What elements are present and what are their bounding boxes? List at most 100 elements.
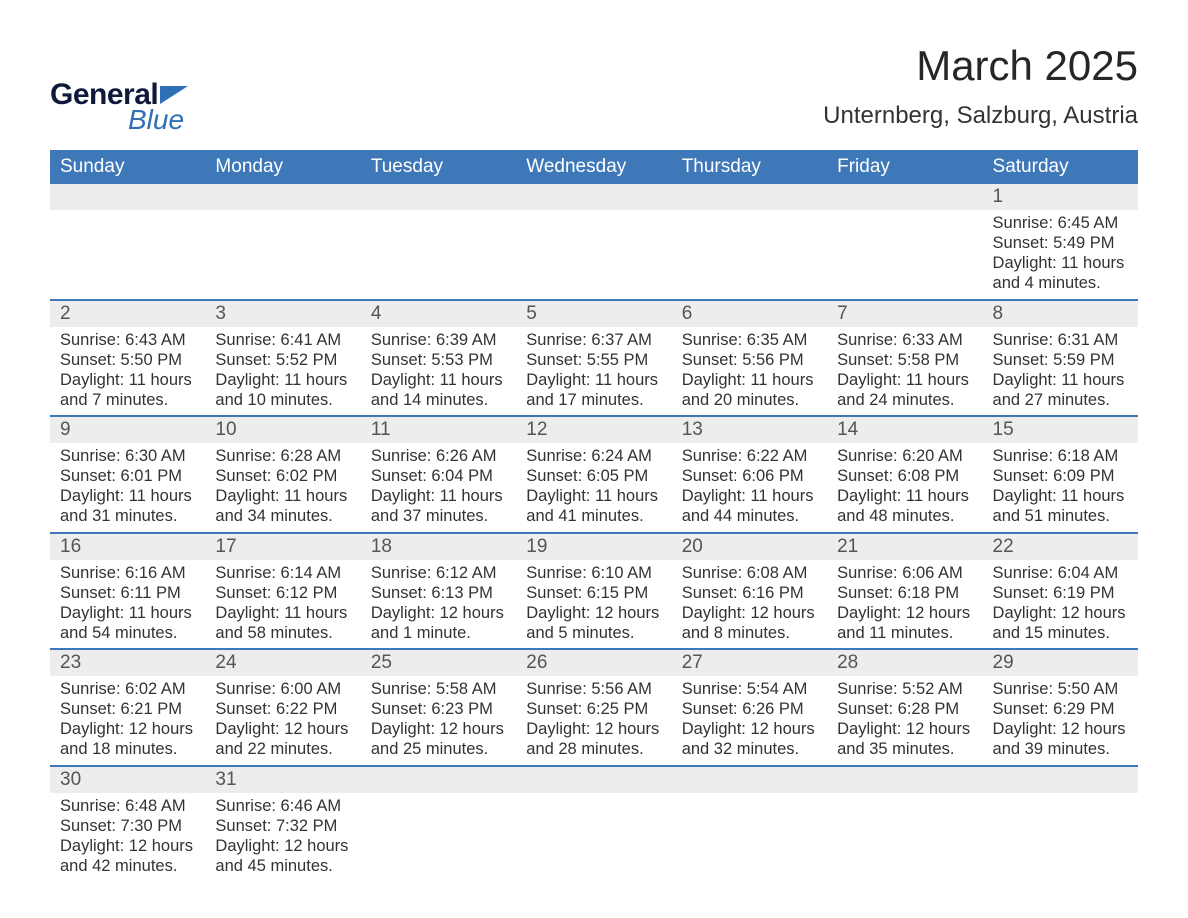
day-number: 30: [50, 767, 205, 793]
calendar-day: 30 Sunrise: 6:48 AMSunset: 7:30 PMDayligh…: [50, 767, 205, 882]
sunrise-text: Sunrise: 6:48 AM: [60, 796, 195, 816]
daylight-text: Daylight: 11 hours and 34 minutes.: [215, 486, 350, 526]
sunrise-text: Sunrise: 5:50 AM: [993, 679, 1128, 699]
title-block: March 2025 Unternberg, Salzburg, Austria: [823, 42, 1138, 130]
sunrise-text: Sunrise: 6:31 AM: [993, 330, 1128, 350]
day-number: [516, 184, 671, 210]
day-body: Sunrise: 6:43 AMSunset: 5:50 PMDaylight:…: [50, 327, 205, 416]
calendar-day: [516, 184, 671, 299]
calendar-day: 15Sunrise: 6:18 AMSunset: 6:09 PMDayligh…: [983, 417, 1138, 532]
calendar-day: [672, 767, 827, 882]
day-body: Sunrise: 6:35 AMSunset: 5:56 PMDaylight:…: [672, 327, 827, 416]
daylight-text: Daylight: 12 hours and 25 minutes.: [371, 719, 506, 759]
day-number: 22: [983, 534, 1138, 560]
day-number: 16: [50, 534, 205, 560]
sunrise-text: Sunrise: 6:10 AM: [526, 563, 661, 583]
sunrise-text: Sunrise: 6:39 AM: [371, 330, 506, 350]
daylight-text: Daylight: 11 hours and 20 minutes.: [682, 370, 817, 410]
day-body: Sunrise: 6:16 AMSunset: 6:11 PMDaylight:…: [50, 560, 205, 649]
sunrise-text: Sunrise: 5:52 AM: [837, 679, 972, 699]
calendar-day: 17Sunrise: 6:14 AMSunset: 6:12 PMDayligh…: [205, 534, 360, 649]
day-number: 23: [50, 650, 205, 676]
day-number: [361, 767, 516, 793]
day-body: Sunrise: 6:00 AMSunset: 6:22 PMDaylight:…: [205, 676, 360, 765]
calendar-week: 9Sunrise: 6:30 AMSunset: 6:01 PMDaylight…: [50, 415, 1138, 532]
day-number: 29: [983, 650, 1138, 676]
sunset-text: Sunset: 6:18 PM: [837, 583, 972, 603]
calendar-day: 1Sunrise: 6:45 AMSunset: 5:49 PMDaylight…: [983, 184, 1138, 299]
sunrise-text: Sunrise: 6:43 AM: [60, 330, 195, 350]
day-number: 9: [50, 417, 205, 443]
daylight-text: Daylight: 12 hours and 18 minutes.: [60, 719, 195, 759]
dayheader-saturday: Saturday: [983, 150, 1138, 184]
day-number: 24: [205, 650, 360, 676]
daylight-text: Daylight: 12 hours and 45 minutes.: [215, 836, 350, 876]
daylight-text: Daylight: 11 hours and 7 minutes.: [60, 370, 195, 410]
sunrise-text: Sunrise: 6:20 AM: [837, 446, 972, 466]
daylight-text: Daylight: 12 hours and 22 minutes.: [215, 719, 350, 759]
dayheader-thursday: Thursday: [672, 150, 827, 184]
day-number: 7: [827, 301, 982, 327]
day-body: Sunrise: 6:24 AMSunset: 6:05 PMDaylight:…: [516, 443, 671, 532]
sunrise-text: Sunrise: 5:56 AM: [526, 679, 661, 699]
day-body: [516, 793, 671, 801]
day-body: Sunrise: 6:30 AMSunset: 6:01 PMDaylight:…: [50, 443, 205, 532]
daylight-text: Daylight: 11 hours and 17 minutes.: [526, 370, 661, 410]
day-number: [983, 767, 1138, 793]
sunset-text: Sunset: 6:12 PM: [215, 583, 350, 603]
daylight-text: Daylight: 12 hours and 42 minutes.: [60, 836, 195, 876]
sunrise-text: Sunrise: 6:00 AM: [215, 679, 350, 699]
calendar-day: 27Sunrise: 5:54 AMSunset: 6:26 PMDayligh…: [672, 650, 827, 765]
day-body: Sunrise: 6:41 AMSunset: 5:52 PMDaylight:…: [205, 327, 360, 416]
sunrise-text: Sunrise: 6:22 AM: [682, 446, 817, 466]
day-number: [50, 184, 205, 210]
day-number: 11: [361, 417, 516, 443]
day-number: 2: [50, 301, 205, 327]
day-body: Sunrise: 6:31 AMSunset: 5:59 PMDaylight:…: [983, 327, 1138, 416]
day-body: [361, 793, 516, 801]
calendar-day: 4Sunrise: 6:39 AMSunset: 5:53 PMDaylight…: [361, 301, 516, 416]
sunrise-text: Sunrise: 6:46 AM: [215, 796, 350, 816]
calendar-day: 8Sunrise: 6:31 AMSunset: 5:59 PMDaylight…: [983, 301, 1138, 416]
day-number: 14: [827, 417, 982, 443]
day-body: Sunrise: 5:52 AMSunset: 6:28 PMDaylight:…: [827, 676, 982, 765]
sunset-text: Sunset: 7:30 PM: [60, 816, 195, 836]
calendar-day: 9Sunrise: 6:30 AMSunset: 6:01 PMDaylight…: [50, 417, 205, 532]
day-number: [672, 184, 827, 210]
calendar-day: 18Sunrise: 6:12 AMSunset: 6:13 PMDayligh…: [361, 534, 516, 649]
day-body: Sunrise: 6:28 AMSunset: 6:02 PMDaylight:…: [205, 443, 360, 532]
sunrise-text: Sunrise: 6:30 AM: [60, 446, 195, 466]
sunset-text: Sunset: 6:15 PM: [526, 583, 661, 603]
calendar-day: [827, 767, 982, 882]
calendar-week: 1Sunrise: 6:45 AMSunset: 5:49 PMDaylight…: [50, 184, 1138, 299]
sunrise-text: Sunrise: 5:54 AM: [682, 679, 817, 699]
day-number: 25: [361, 650, 516, 676]
sunrise-text: Sunrise: 5:58 AM: [371, 679, 506, 699]
day-number: 1: [983, 184, 1138, 210]
calendar-day: 28Sunrise: 5:52 AMSunset: 6:28 PMDayligh…: [827, 650, 982, 765]
day-body: Sunrise: 6:08 AMSunset: 6:16 PMDaylight:…: [672, 560, 827, 649]
calendar-week: 30Sunrise: 6:48 AMSunset: 7:30 PMDayligh…: [50, 765, 1138, 882]
dayheader-friday: Friday: [827, 150, 982, 184]
dayheader-sunday: Sunday: [50, 150, 205, 184]
calendar-day: [361, 184, 516, 299]
daylight-text: Daylight: 11 hours and 48 minutes.: [837, 486, 972, 526]
calendar-day: 24Sunrise: 6:00 AMSunset: 6:22 PMDayligh…: [205, 650, 360, 765]
day-number: 12: [516, 417, 671, 443]
day-number: 10: [205, 417, 360, 443]
sunset-text: Sunset: 6:09 PM: [993, 466, 1128, 486]
sunset-text: Sunset: 6:21 PM: [60, 699, 195, 719]
calendar-day: 26Sunrise: 5:56 AMSunset: 6:25 PMDayligh…: [516, 650, 671, 765]
day-body: Sunrise: 6:12 AMSunset: 6:13 PMDaylight:…: [361, 560, 516, 649]
calendar-day: [672, 184, 827, 299]
location: Unternberg, Salzburg, Austria: [823, 102, 1138, 130]
day-body: Sunrise: 6:10 AMSunset: 6:15 PMDaylight:…: [516, 560, 671, 649]
sunrise-text: Sunrise: 6:16 AM: [60, 563, 195, 583]
day-number: 27: [672, 650, 827, 676]
day-body: Sunrise: 6:46 AMSunset: 7:32 PMDaylight:…: [205, 793, 360, 882]
day-body: [827, 793, 982, 801]
daylight-text: Daylight: 12 hours and 1 minute.: [371, 603, 506, 643]
dayheader-tuesday: Tuesday: [361, 150, 516, 184]
sunset-text: Sunset: 5:55 PM: [526, 350, 661, 370]
daylight-text: Daylight: 12 hours and 39 minutes.: [993, 719, 1128, 759]
